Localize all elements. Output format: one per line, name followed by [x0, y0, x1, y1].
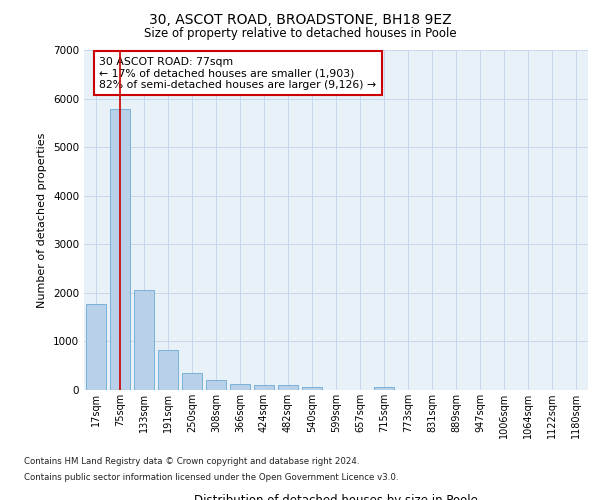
- Bar: [134, 290, 154, 390]
- Text: Contains public sector information licensed under the Open Government Licence v3: Contains public sector information licen…: [24, 472, 398, 482]
- Bar: [158, 350, 178, 390]
- Text: Size of property relative to detached houses in Poole: Size of property relative to detached ho…: [143, 28, 457, 40]
- Text: Contains HM Land Registry data © Crown copyright and database right 2024.: Contains HM Land Registry data © Crown c…: [24, 458, 359, 466]
- Bar: [230, 384, 250, 390]
- Bar: [110, 110, 130, 390]
- Bar: [86, 304, 106, 390]
- Bar: [302, 386, 322, 390]
- Text: 30 ASCOT ROAD: 77sqm
← 17% of detached houses are smaller (1,903)
82% of semi-de: 30 ASCOT ROAD: 77sqm ← 17% of detached h…: [99, 57, 376, 90]
- Bar: [254, 386, 274, 390]
- Text: 30, ASCOT ROAD, BROADSTONE, BH18 9EZ: 30, ASCOT ROAD, BROADSTONE, BH18 9EZ: [149, 12, 451, 26]
- Bar: [278, 386, 298, 390]
- Y-axis label: Number of detached properties: Number of detached properties: [37, 132, 47, 308]
- Bar: [206, 380, 226, 390]
- X-axis label: Distribution of detached houses by size in Poole: Distribution of detached houses by size …: [194, 494, 478, 500]
- Bar: [374, 386, 394, 390]
- Bar: [182, 372, 202, 390]
